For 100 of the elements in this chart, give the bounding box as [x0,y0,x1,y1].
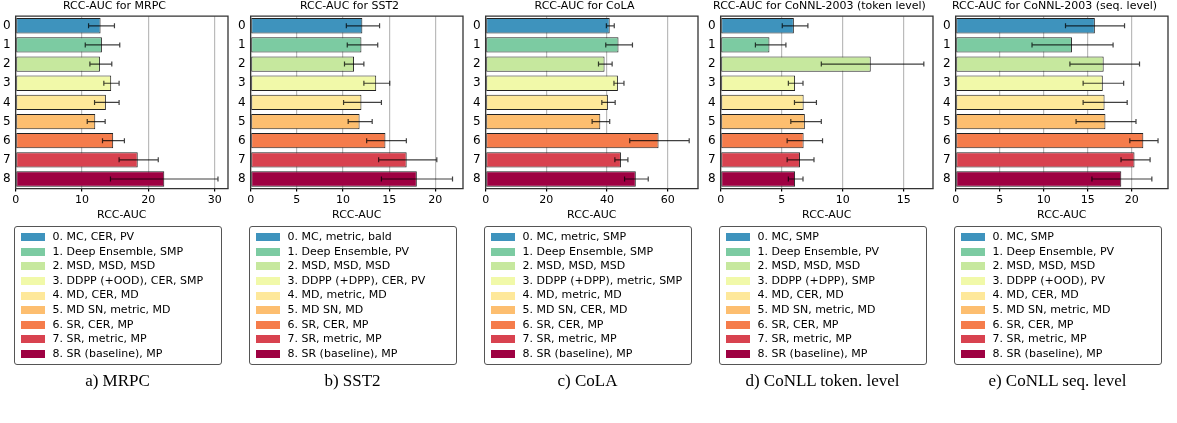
x-axis-title: RCC-AUC [567,208,617,222]
x-tick-label: 5 [778,193,786,207]
y-tick-label: 0 [237,17,246,32]
legend-label: 2. MSD, MSD, MSD [52,259,156,274]
text: e) CoNLL seq. level [988,371,1127,392]
y-tick-label: 7 [707,151,716,166]
legend-label: 0. MC, metric, bald [287,230,392,245]
legend-label: 6. SR, CER, MP [757,317,839,333]
legend-label: 8. SR (baseline), MP [287,346,398,362]
x-tick-label: 10 [75,193,89,207]
y-tick-label: 5 [237,113,246,128]
text: a) MRPC [85,371,150,392]
y-tick-label: 5 [472,113,481,128]
y-tick-label: 2 [2,56,11,71]
x-tick-label: 15 [1080,193,1095,207]
legend-label: 1. Deep Ensemble, SMP [52,244,184,260]
x-tick-label: 10 [835,193,850,207]
y-tick-label: 7 [2,151,11,166]
x-tick-label: 10 [1036,193,1051,207]
y-tick-label: 5 [2,113,11,128]
x-tick-label: 5 [293,193,301,207]
y-tick-label: 3 [237,75,246,90]
legend-label: 1. Deep Ensemble, PV [757,244,880,260]
legend-label: 7. SR, metric, MP [287,332,382,347]
y-tick-label: 6 [237,132,246,147]
legend-label: 8. SR (baseline), MP [52,346,163,362]
x-tick-label: 20 [141,193,156,207]
legend-label: 5. MD SN, metric, MD [52,302,171,318]
y-tick-label: 2 [942,56,951,71]
legend-label: 7. SR, metric, MP [992,332,1087,347]
x-axis-title: RCC-AUC [97,208,147,222]
text: d) CoNLL token. level [745,371,900,392]
text: b) SST2 [324,371,381,392]
legend-label: 4. MD, CER, MD [992,288,1079,303]
y-tick-label: 1 [707,37,716,52]
legend-label: 2. MSD, MSD, MSD [522,259,626,274]
y-tick-label: 0 [2,17,11,32]
x-tick-label: 15 [896,193,911,207]
legend-label: 6. SR, CER, MP [52,317,134,333]
x-tick-label: 20 [539,193,554,207]
legend-label: 1. Deep Ensemble, PV [992,244,1115,260]
legend-label: 8. SR (baseline), MP [757,346,868,362]
legend-label: 0. MC, metric, SMP [522,230,627,245]
y-tick-label: 7 [942,151,951,166]
legend-label: 5. MD SN, CER, MD [522,302,628,318]
x-tick-label: 0 [12,193,20,207]
y-tick-label: 3 [2,75,11,90]
y-tick-label: 5 [942,113,951,128]
y-tick-label: 4 [237,94,246,109]
y-tick-label: 4 [2,94,11,109]
legend-label: 0. MC, CER, PV [52,230,135,245]
y-tick-label: 6 [472,132,481,147]
legend-label: 7. SR, metric, MP [522,332,617,347]
y-tick-label: 1 [237,37,246,52]
legend-label: 3. DDPP (+OOD), CER, SMP [52,273,204,289]
y-tick-label: 4 [942,94,951,109]
x-tick-label: 0 [482,193,490,207]
chart-title: RCC-AUC for CoLA [534,0,635,13]
legend-label: 6. SR, CER, MP [522,317,604,333]
y-tick-label: 4 [707,94,716,109]
legend-label: 8. SR (baseline), MP [522,346,633,362]
legend-label: 0. MC, SMP [992,230,1054,245]
legend-label: 4. MD, CER, MD [52,288,139,303]
y-tick-label: 2 [237,56,246,71]
legend-label: 2. MSD, MSD, MSD [757,259,861,274]
chart-title: RCC-AUC for CoNNL-2003 (seq. level) [951,0,1158,13]
x-tick-label: 30 [207,193,222,207]
x-tick-label: 20 [428,193,443,207]
y-tick-label: 0 [707,17,716,32]
x-tick-label: 15 [382,193,397,207]
y-tick-label: 1 [472,37,481,52]
legend-label: 5. MD SN, metric, MD [992,302,1111,318]
text: c) CoLA [557,371,618,392]
y-tick-label: 6 [707,132,716,147]
y-tick-label: 8 [2,171,11,186]
y-tick-label: 3 [707,75,716,90]
legend-label: 0. MC, SMP [757,230,819,245]
y-tick-label: 2 [472,56,481,71]
y-tick-label: 6 [2,132,11,147]
y-tick-label: 0 [472,17,481,32]
y-tick-label: 1 [2,37,11,52]
legend-label: 2. MSD, MSD, MSD [287,259,391,274]
legend-label: 3. DDPP (+DPP), SMP [757,273,875,289]
y-tick-label: 8 [472,171,481,186]
legend-label: 6. SR, CER, MP [287,317,369,333]
x-axis-title: RCC-AUC [802,208,852,222]
x-tick-label: 5 [996,193,1004,207]
y-tick-label: 7 [237,151,246,166]
y-tick-label: 8 [237,171,246,186]
x-tick-label: 0 [717,193,725,207]
legend-label: 4. MD, CER, MD [757,288,844,303]
y-tick-label: 1 [942,37,951,52]
y-tick-label: 5 [707,113,716,128]
x-axis-title: RCC-AUC [1037,208,1087,222]
legend-label: 8. SR (baseline), MP [992,346,1103,362]
y-tick-label: 3 [472,75,481,90]
x-tick-label: 20 [1124,193,1139,207]
legend-label: 2. MSD, MSD, MSD [992,259,1096,274]
y-tick-label: 8 [942,171,951,186]
legend-label: 3. DDPP (+OOD), PV [992,273,1105,289]
